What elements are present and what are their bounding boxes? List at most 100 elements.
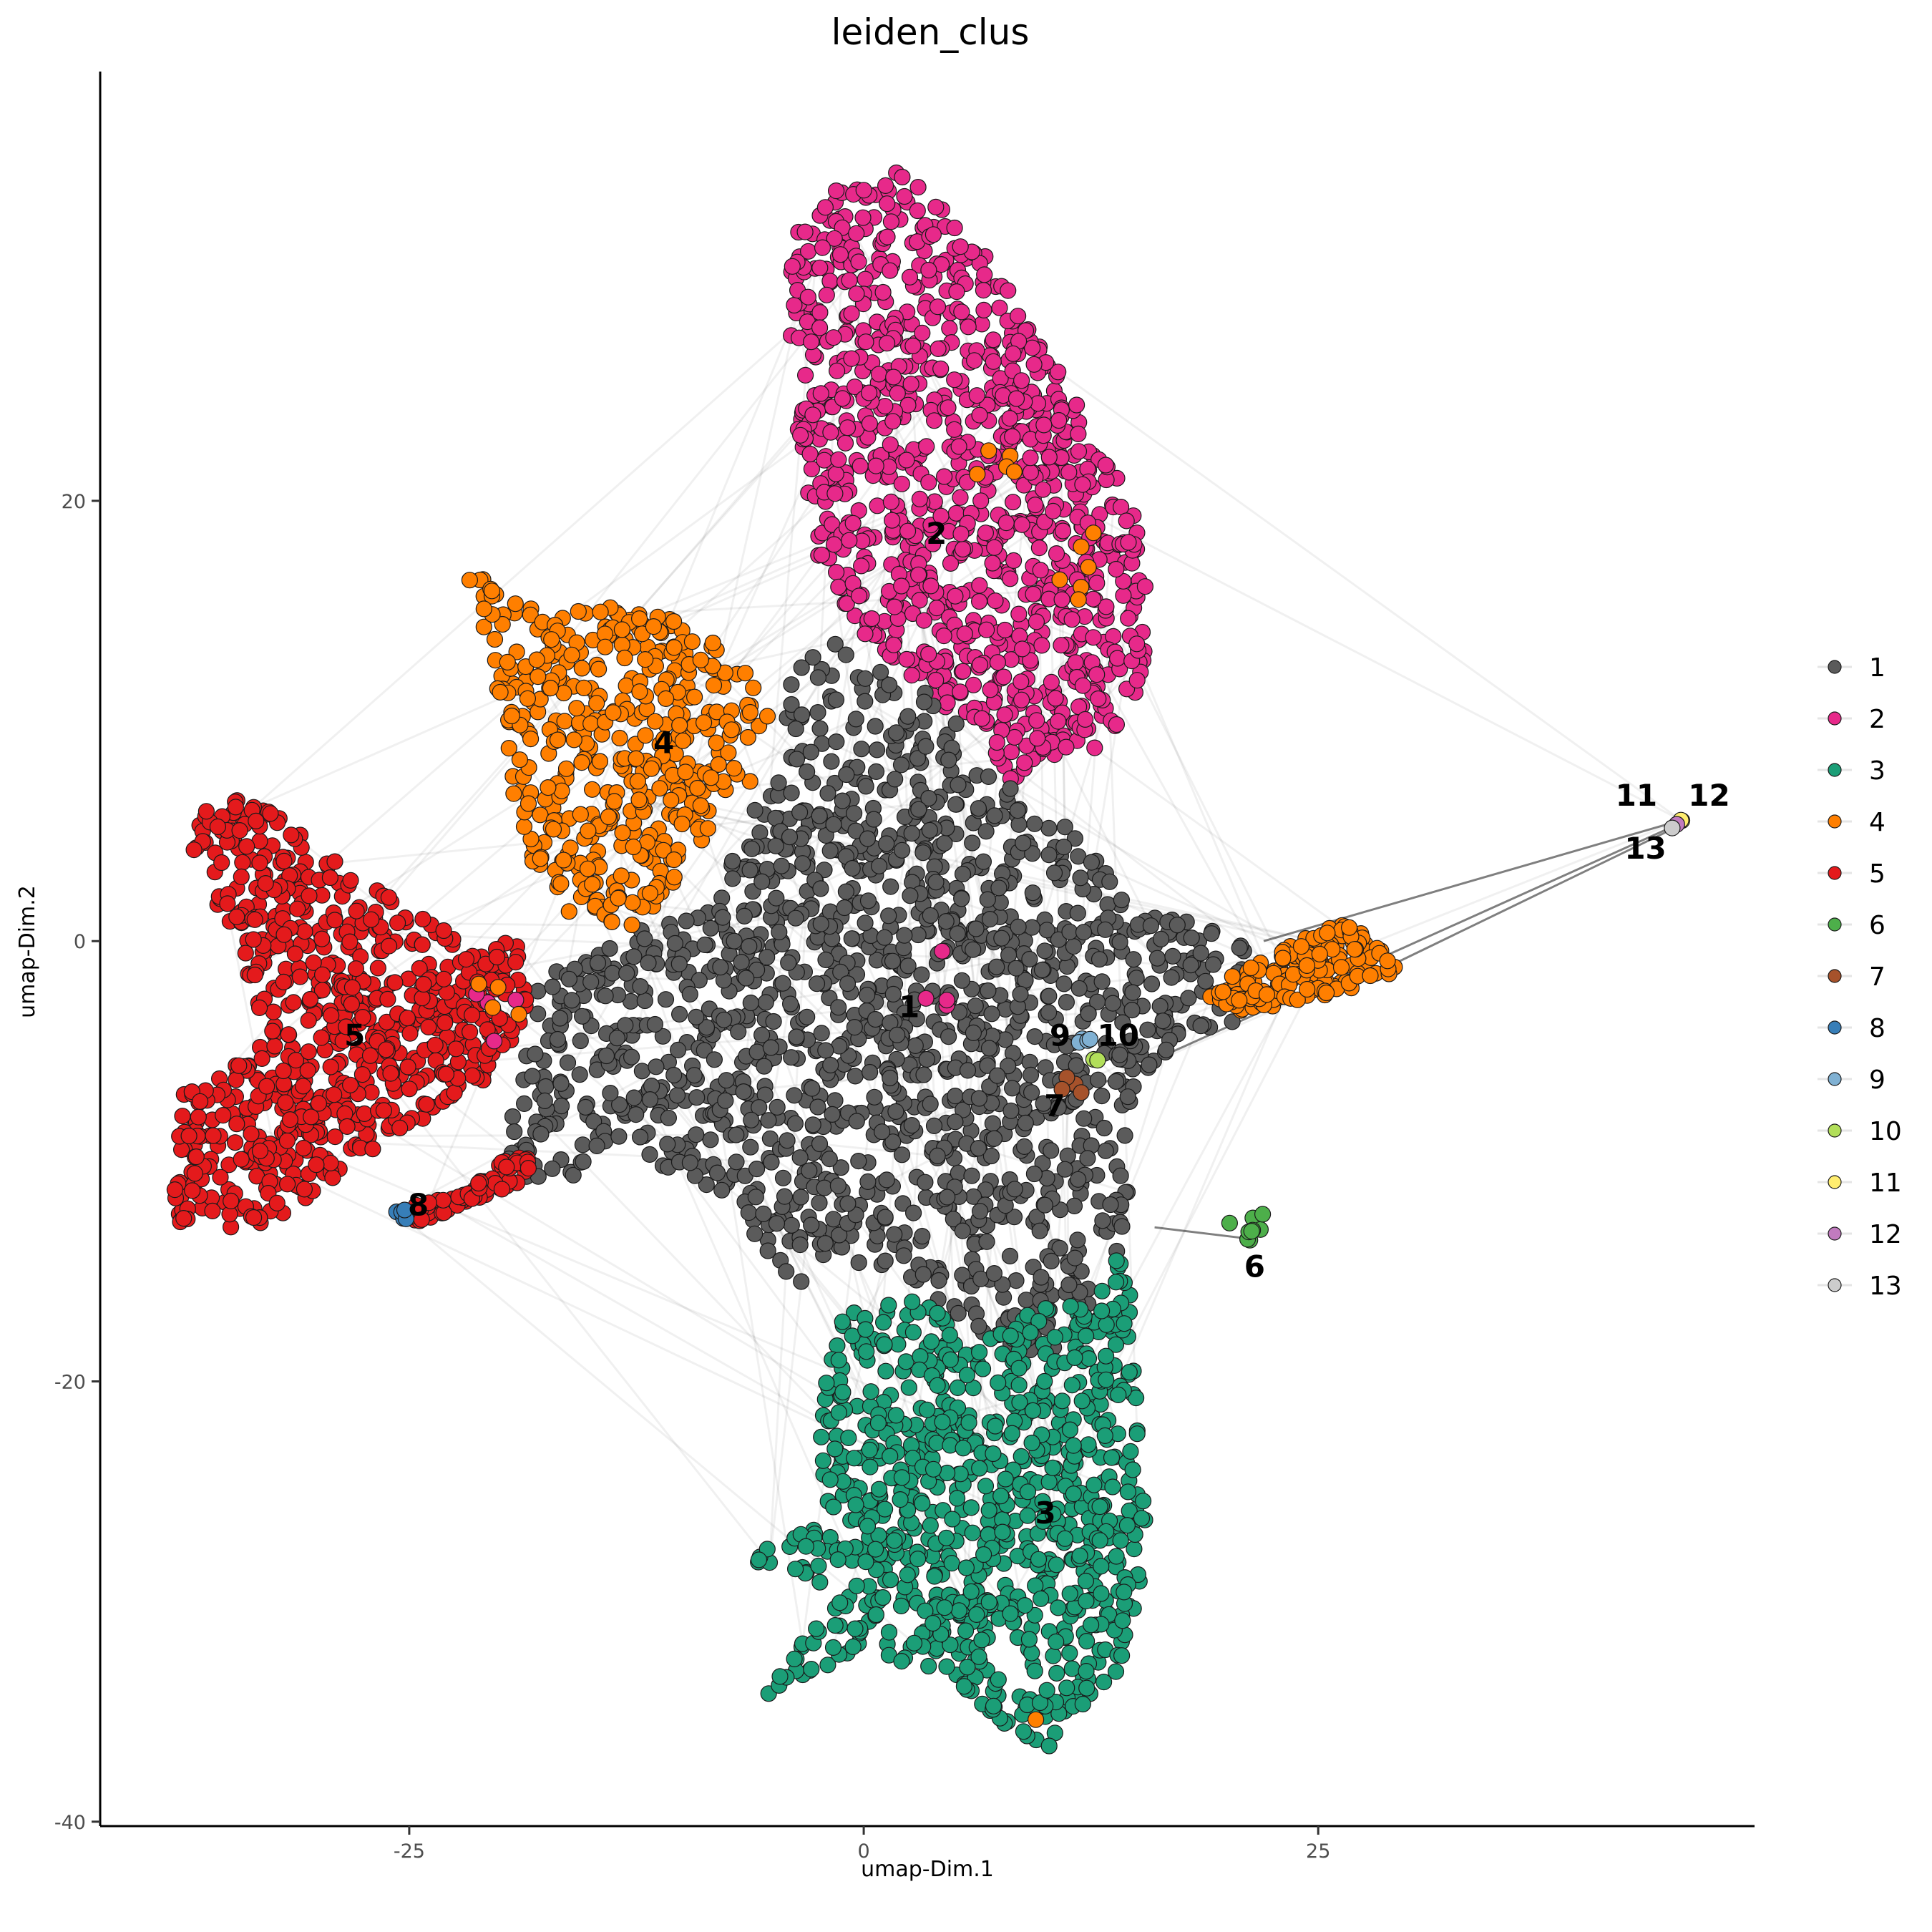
point-cluster-3 <box>882 1571 899 1589</box>
point-cluster-1 <box>899 708 917 725</box>
point-cluster-3 <box>942 1351 959 1368</box>
point-cluster-2 <box>939 694 956 711</box>
point-cluster-2 <box>1108 716 1126 733</box>
point-cluster-3 <box>926 1568 943 1585</box>
point-cluster-1 <box>983 1005 1000 1023</box>
point-cluster-5 <box>265 1003 282 1020</box>
point-cluster-1 <box>666 935 684 952</box>
point-cluster-3 <box>1095 1674 1113 1691</box>
point-cluster-5 <box>296 1181 313 1198</box>
point-cluster-3 <box>1062 1297 1079 1315</box>
point-cluster-4 <box>540 779 557 796</box>
point-cluster-2 <box>863 610 880 628</box>
point-cluster-1 <box>783 676 800 693</box>
edge <box>1045 361 1682 821</box>
point-cluster-2 <box>911 592 928 609</box>
point-cluster-4 <box>723 721 740 738</box>
point-cluster-1 <box>632 977 649 995</box>
point-cluster-5 <box>283 826 300 844</box>
point-cluster-1 <box>791 804 809 821</box>
point-cluster-3 <box>1107 1274 1125 1291</box>
point-cluster-3 <box>810 1557 827 1574</box>
point-cluster-2 <box>1118 512 1135 530</box>
point-cluster-5 <box>470 1174 487 1192</box>
point-cluster-3 <box>1038 1682 1055 1699</box>
point-cluster-5 <box>219 895 236 912</box>
point-cluster-4 <box>1311 945 1328 963</box>
point-cluster-2 <box>942 555 960 572</box>
point-cluster-4 <box>1340 919 1358 936</box>
point-cluster-2 <box>1022 449 1039 467</box>
point-cluster-2 <box>885 636 902 653</box>
point-cluster-3 <box>1078 1679 1096 1697</box>
point-cluster-5 <box>275 926 293 943</box>
point-cluster-1 <box>532 1126 550 1143</box>
point-cluster-4 <box>1292 938 1310 955</box>
point-cluster-2 <box>955 663 972 680</box>
point-cluster-2 <box>879 228 896 245</box>
point-cluster-1 <box>950 776 967 794</box>
point-cluster-1 <box>930 1272 947 1289</box>
point-cluster-4 <box>580 822 597 839</box>
point-cluster-1 <box>950 1304 967 1322</box>
point-cluster-1 <box>947 796 965 813</box>
point-cluster-5 <box>426 1036 444 1054</box>
point-cluster-1 <box>724 870 741 887</box>
point-cluster-5 <box>343 995 360 1013</box>
point-cluster-4 <box>969 465 986 483</box>
point-cluster-3 <box>861 1441 878 1459</box>
point-cluster-2 <box>971 577 988 594</box>
point-cluster-1 <box>953 972 971 989</box>
point-cluster-5 <box>281 1111 298 1128</box>
point-cluster-1 <box>781 995 799 1013</box>
point-cluster-4 <box>510 1005 527 1023</box>
point-cluster-1 <box>536 1092 553 1110</box>
point-cluster-1 <box>618 965 635 982</box>
point-cluster-2 <box>952 525 970 542</box>
point-cluster-3 <box>1030 1551 1048 1568</box>
point-cluster-5 <box>323 1007 340 1024</box>
point-cluster-1 <box>1094 1212 1111 1229</box>
point-cluster-2 <box>1034 481 1052 498</box>
point-cluster-1 <box>678 912 695 930</box>
point-cluster-2 <box>917 990 935 1007</box>
point-cluster-1 <box>1072 869 1089 887</box>
point-cluster-2 <box>1053 637 1070 654</box>
point-cluster-1 <box>504 1108 522 1126</box>
point-cluster-1 <box>963 1167 980 1184</box>
point-cluster-1 <box>915 1066 932 1083</box>
point-cluster-1 <box>811 807 828 824</box>
point-cluster-1 <box>812 880 829 897</box>
point-cluster-5 <box>246 966 263 984</box>
point-cluster-5 <box>301 887 318 904</box>
point-cluster-1 <box>993 930 1010 947</box>
point-cluster-2 <box>485 1033 503 1050</box>
point-cluster-2 <box>985 353 1002 370</box>
point-cluster-1 <box>1079 1150 1096 1167</box>
point-cluster-2 <box>1013 640 1031 658</box>
point-cluster-1 <box>597 987 614 1005</box>
point-cluster-4 <box>613 621 631 638</box>
point-cluster-1 <box>947 1113 964 1131</box>
point-cluster-3 <box>867 1606 885 1624</box>
point-cluster-1 <box>1010 816 1028 833</box>
point-cluster-2 <box>812 385 829 402</box>
point-cluster-2 <box>1090 690 1107 708</box>
point-cluster-1 <box>1097 1142 1114 1159</box>
point-cluster-1 <box>1204 956 1222 973</box>
point-cluster-5 <box>435 922 452 940</box>
point-cluster-3 <box>970 1344 988 1361</box>
point-cluster-3 <box>990 1671 1007 1688</box>
cluster-label-9: 9 <box>1050 1018 1070 1053</box>
point-cluster-4 <box>677 763 694 781</box>
point-cluster-1 <box>559 1054 577 1071</box>
point-cluster-5 <box>375 1102 393 1119</box>
point-cluster-2 <box>995 668 1013 686</box>
point-cluster-2 <box>898 452 915 469</box>
point-cluster-1 <box>563 992 580 1009</box>
point-cluster-3 <box>938 1658 955 1675</box>
point-cluster-5 <box>277 1094 294 1111</box>
point-cluster-5 <box>245 931 262 948</box>
point-cluster-1 <box>791 1236 809 1254</box>
point-cluster-2 <box>879 195 896 213</box>
